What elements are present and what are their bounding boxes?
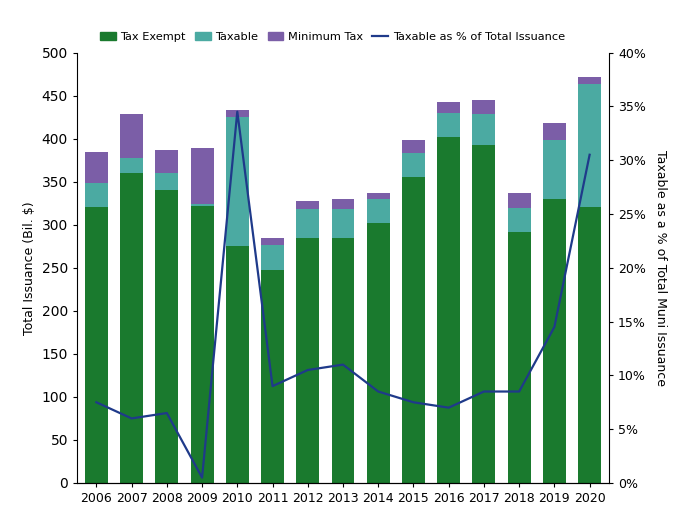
Bar <box>402 177 425 483</box>
Bar <box>120 158 143 173</box>
Bar <box>332 199 354 209</box>
Bar <box>155 173 178 190</box>
Bar <box>85 152 108 183</box>
Bar <box>261 245 284 270</box>
Bar <box>543 123 566 140</box>
Bar <box>543 140 566 199</box>
Bar <box>261 238 284 245</box>
Bar <box>473 114 496 144</box>
Bar <box>155 190 178 483</box>
Bar <box>120 173 143 483</box>
Bar <box>578 78 601 85</box>
Bar <box>473 100 496 114</box>
Bar <box>508 193 531 208</box>
Bar <box>190 148 214 204</box>
Bar <box>85 183 108 207</box>
Bar <box>402 153 425 177</box>
Bar <box>508 233 531 483</box>
Y-axis label: Total Issuance (Bil. $): Total Issuance (Bil. $) <box>23 201 36 334</box>
Bar <box>120 114 143 158</box>
Bar <box>367 193 390 199</box>
Bar <box>226 110 248 117</box>
Bar <box>543 199 566 483</box>
Bar <box>155 150 178 173</box>
Bar <box>190 204 214 206</box>
Bar <box>367 199 390 223</box>
Bar <box>226 246 248 483</box>
Bar <box>438 101 460 113</box>
Bar <box>402 140 425 153</box>
Bar <box>473 144 496 483</box>
Bar <box>296 201 319 209</box>
Legend: Tax Exempt, Taxable, Minimum Tax, Taxable as % of Total Issuance: Tax Exempt, Taxable, Minimum Tax, Taxabl… <box>95 28 570 47</box>
Bar <box>226 117 248 246</box>
Bar <box>332 238 354 483</box>
Bar <box>438 113 460 137</box>
Bar <box>85 207 108 483</box>
Bar <box>296 209 319 238</box>
Bar <box>190 206 214 483</box>
Bar <box>296 238 319 483</box>
Bar <box>438 137 460 483</box>
Bar <box>578 85 601 207</box>
Bar <box>578 207 601 483</box>
Bar <box>367 223 390 483</box>
Y-axis label: Taxable as a % of Total Muni Issuance: Taxable as a % of Total Muni Issuance <box>654 150 666 386</box>
Bar <box>261 270 284 483</box>
Bar <box>508 208 531 233</box>
Bar <box>332 209 354 238</box>
